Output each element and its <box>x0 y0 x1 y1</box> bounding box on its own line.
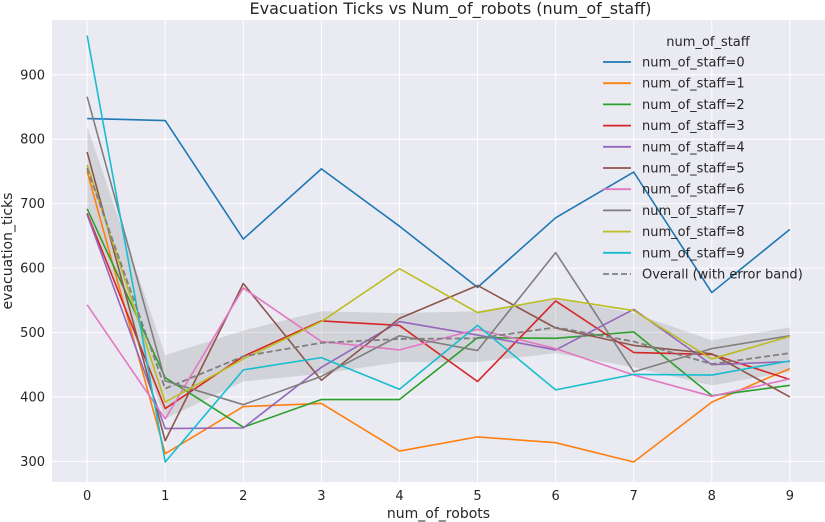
series-line-9 <box>86 35 791 463</box>
y-tick-label: 900 <box>20 68 45 83</box>
legend-entry-0: num_of_staff=0 <box>642 56 745 71</box>
y-tick-label: 300 <box>20 455 45 470</box>
y-tick-label: 700 <box>20 197 45 212</box>
x-tick-label: 2 <box>239 489 247 504</box>
series-line-10 <box>86 167 790 390</box>
series-line-2 <box>86 208 790 429</box>
plot-background <box>52 20 825 482</box>
legend-entry-10: Overall (with error band) <box>642 268 803 283</box>
legend-title: num_of_staff <box>666 35 751 50</box>
x-tick-label: 6 <box>551 489 559 504</box>
legend-entry-9: num_of_staff=9 <box>642 246 745 261</box>
x-tick-label: 3 <box>317 489 325 504</box>
series-line-1 <box>86 171 791 463</box>
series-line-5 <box>86 151 791 442</box>
legend-entry-2: num_of_staff=2 <box>642 98 745 113</box>
legend-entry-6: num_of_staff=6 <box>642 183 745 198</box>
series-line-6 <box>86 287 791 420</box>
x-axis-label: num_of_robots <box>387 506 490 522</box>
legend-entry-3: num_of_staff=3 <box>642 119 745 134</box>
series-line-0 <box>87 117 791 294</box>
series-line-4 <box>86 214 790 430</box>
x-tick-label: 8 <box>708 489 716 504</box>
grid-lines <box>52 20 825 482</box>
series-lines <box>86 35 791 463</box>
x-tick-label: 4 <box>395 489 403 504</box>
tick-labels: 0 1 2 3 4 5 6 7 8 9 300 400 500 600 700 800 900 <box>20 68 794 504</box>
x-tick-label: 9 <box>786 489 794 504</box>
legend-entry-1: num_of_staff=1 <box>642 77 745 92</box>
x-tick-label: 0 <box>83 489 91 504</box>
chart-title: Evacuation Ticks vs Num_of_robots (num_o… <box>250 0 652 19</box>
y-axis-label: evacuation_ticks <box>0 193 16 310</box>
y-tick-label: 800 <box>20 133 45 148</box>
legend: num_of_staff num_of_staff=0 num_of_staff=… <box>603 35 803 283</box>
x-tick-label: 7 <box>630 489 638 504</box>
legend-entry-4: num_of_staff=4 <box>642 140 745 155</box>
series-line-8 <box>86 164 791 403</box>
y-tick-label: 500 <box>20 326 45 341</box>
overall-error-band <box>87 126 790 419</box>
y-tick-label: 400 <box>20 390 45 405</box>
x-tick-label: 1 <box>161 489 169 504</box>
series-line-7 <box>86 96 790 406</box>
legend-entry-7: num_of_staff=7 <box>642 204 745 219</box>
y-tick-label: 600 <box>20 262 45 277</box>
legend-entry-5: num_of_staff=5 <box>642 162 745 177</box>
error-band <box>87 126 790 419</box>
x-tick-label: 5 <box>473 489 481 504</box>
legend-entry-8: num_of_staff=8 <box>642 225 745 240</box>
